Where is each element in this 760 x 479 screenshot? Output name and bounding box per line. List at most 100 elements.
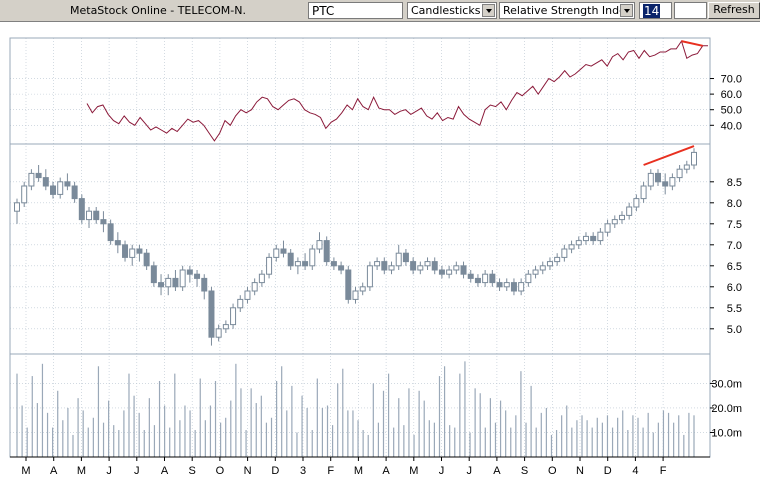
candle-body [683,164,690,170]
candle [590,232,597,245]
candle [474,274,481,287]
rsi-panel: 40.0 50.0 60.0 70.0 [9,37,742,145]
candle-body [374,261,381,267]
candle [467,270,474,283]
candle [150,261,157,287]
candle-body [309,248,316,267]
indicator-select[interactable]: Relative Strength Index [499,2,635,19]
candle [287,249,294,270]
candle [489,270,496,287]
candle-body [215,328,222,338]
candle-body [107,223,114,242]
candle-body [114,240,121,246]
candle [71,181,78,203]
candle-body [42,177,49,187]
y-tick-label: 6.0 [727,282,742,294]
candle [388,261,395,275]
candle [165,274,172,296]
candle-body [640,185,647,200]
y-tick-label: 8.5 [727,177,742,189]
x-tick-label: D [604,465,612,477]
candle [215,324,222,342]
period-input[interactable]: 14 [639,2,672,19]
candle [28,169,35,191]
candle-body [330,261,337,267]
symbol-input[interactable]: PTC [308,2,403,19]
candle-body [78,198,85,221]
refresh-button[interactable]: Refresh [708,2,760,19]
candle-body [633,198,640,208]
candle-body [626,206,633,216]
candle [575,236,582,249]
y-tick-label: 20.0m [711,403,742,415]
candle-body [64,181,71,187]
candle-body [172,277,179,288]
y-tick-label: 30.0m [711,378,742,390]
candle [309,244,316,270]
candle [129,244,136,266]
candle-body [503,282,510,288]
candle [338,261,345,275]
candle [438,265,445,279]
candle-body [561,248,568,258]
candle-body [35,172,42,179]
candle [539,261,546,275]
candle [222,320,229,333]
x-tick-label: A [161,465,169,477]
candle [42,169,49,191]
x-tick-label: M [354,465,363,477]
candle-body [143,252,150,267]
price-ticks: 5.0 5.5 6.0 6.5 7.0 7.5 8.0 8.5 [710,177,742,336]
candle [597,228,604,245]
candle-body [582,235,589,242]
candle [194,270,201,287]
candle-body [604,223,611,233]
chevron-down-icon[interactable] [482,4,495,17]
candle [647,169,654,191]
candle-body [496,282,503,288]
candle [323,236,330,266]
candle-body [21,185,28,204]
candle-body [50,185,57,195]
rsi-trendline [681,40,703,47]
x-tick-label: S [521,465,528,477]
candle-body [165,277,172,288]
x-tick-label: M [409,465,418,477]
candle-body [366,265,373,288]
candle-body [546,261,553,267]
candle [258,270,265,287]
x-tick-label: 4 [632,465,638,477]
x-tick-label: J [106,465,112,477]
candle-body [575,240,582,246]
candle-body [489,273,496,284]
x-tick-label: D [271,465,279,477]
volume-panel: 10.0m 20.0m 30.0m [9,353,742,458]
candle [568,240,575,254]
x-tick-label: O [216,465,225,477]
candle-body [611,219,618,225]
app-title: MetaStock Online - TELECOM-N. [70,4,246,17]
candle-body [251,282,258,292]
candle [330,257,337,270]
candle [57,177,64,199]
chevron-down-icon[interactable] [620,4,633,17]
extra-input[interactable] [674,2,707,19]
candle-body [136,248,143,254]
candle-body [402,252,409,263]
candle-body [662,181,669,187]
candle [503,278,510,291]
candle [431,257,438,275]
candle [460,261,467,279]
candle [618,211,625,224]
candle-body [201,277,208,292]
candle-body [158,282,165,288]
candle [676,165,683,182]
y-tick-label: 6.5 [727,261,742,273]
candle [654,169,661,186]
chart-type-select[interactable]: Candlesticks [407,2,497,19]
y-tick-label: 7.0 [727,240,742,252]
candle [14,198,20,224]
candle [345,265,352,304]
candle-body [28,172,35,187]
y-tick-label: 50.0 [721,105,742,117]
